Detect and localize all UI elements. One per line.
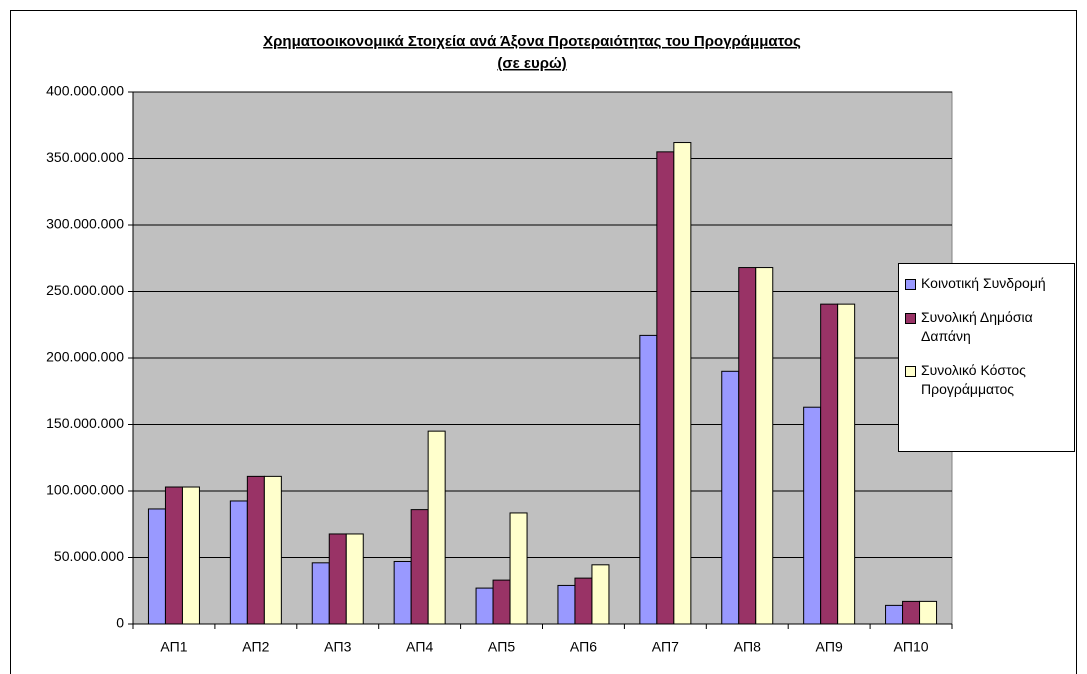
bar: [246, 475, 265, 625]
bar: [427, 430, 446, 625]
legend-label: Συνολικό Κόστος Προγράμματος: [921, 362, 1026, 397]
bar: [656, 151, 675, 625]
bar: [721, 370, 740, 625]
y-tick-label: 50.000.000: [54, 548, 124, 564]
y-tick-label: 0: [116, 615, 124, 631]
bar: [885, 604, 904, 625]
bar: [755, 267, 774, 625]
x-tick-label: ΑΠ9: [816, 639, 843, 655]
bar: [557, 584, 576, 625]
legend-item: Συνολικό Κόστος Προγράμματος: [905, 361, 1070, 399]
legend-swatch: [905, 279, 916, 290]
legend-swatch: [905, 366, 916, 377]
x-tick-label: ΑΠ6: [570, 639, 597, 655]
legend: Κοινοτική Συνδρομή Συνολική Δημόσια Δαπάν…: [898, 263, 1075, 452]
x-tick-label: ΑΠ7: [652, 639, 679, 655]
legend-item: Συνολική Δημόσια Δαπάνη: [905, 308, 1070, 346]
bar: [673, 142, 692, 625]
bar: [328, 533, 347, 625]
y-tick-label: 250.000.000: [46, 282, 124, 298]
y-tick-label: 100.000.000: [46, 482, 124, 498]
bar: [229, 500, 248, 625]
legend-label: Συνολική Δημόσια Δαπάνη: [921, 309, 1033, 344]
y-tick-label: 150.000.000: [46, 415, 124, 431]
y-tick-label: 400.000.000: [46, 83, 124, 99]
chart-border: [10, 10, 1077, 674]
bar: [509, 512, 528, 625]
bar: [591, 564, 610, 625]
legend-label: Κοινοτική Συνδρομή: [921, 275, 1046, 291]
x-tick-label: ΑΠ2: [242, 639, 269, 655]
chart-title: Χρηματοοικονομικά Στοιχεία ανά Άξονα Προ…: [263, 33, 801, 50]
bar: [837, 303, 856, 625]
bar: [393, 560, 412, 625]
y-tick-label: 200.000.000: [46, 349, 124, 365]
x-tick-label: ΑΠ10: [894, 639, 929, 655]
bar: [475, 587, 494, 625]
bar: [919, 600, 938, 625]
y-tick-label: 350.000.000: [46, 149, 124, 165]
bar: [803, 406, 822, 625]
bar: [639, 334, 658, 625]
legend-item: Κοινοτική Συνδρομή: [905, 274, 1070, 293]
bar: [147, 508, 166, 625]
legend-swatch: [905, 313, 916, 324]
bar: [574, 577, 593, 625]
chart-subtitle: (σε ευρώ): [497, 55, 566, 72]
x-tick-label: ΑΠ8: [734, 639, 761, 655]
bar: [164, 486, 183, 625]
bar: [263, 475, 282, 625]
x-tick-label: ΑΠ3: [324, 639, 351, 655]
x-tick-label: ΑΠ5: [488, 639, 515, 655]
bar: [820, 303, 839, 625]
bar: [492, 579, 511, 625]
y-tick-label: 300.000.000: [46, 216, 124, 232]
bar: [902, 600, 921, 625]
bar: [738, 267, 757, 625]
bar: [410, 509, 429, 625]
bar: [181, 486, 200, 625]
bar: [311, 562, 330, 625]
x-tick-label: ΑΠ1: [160, 639, 187, 655]
bar: [345, 533, 364, 625]
x-tick-label: ΑΠ4: [406, 639, 433, 655]
